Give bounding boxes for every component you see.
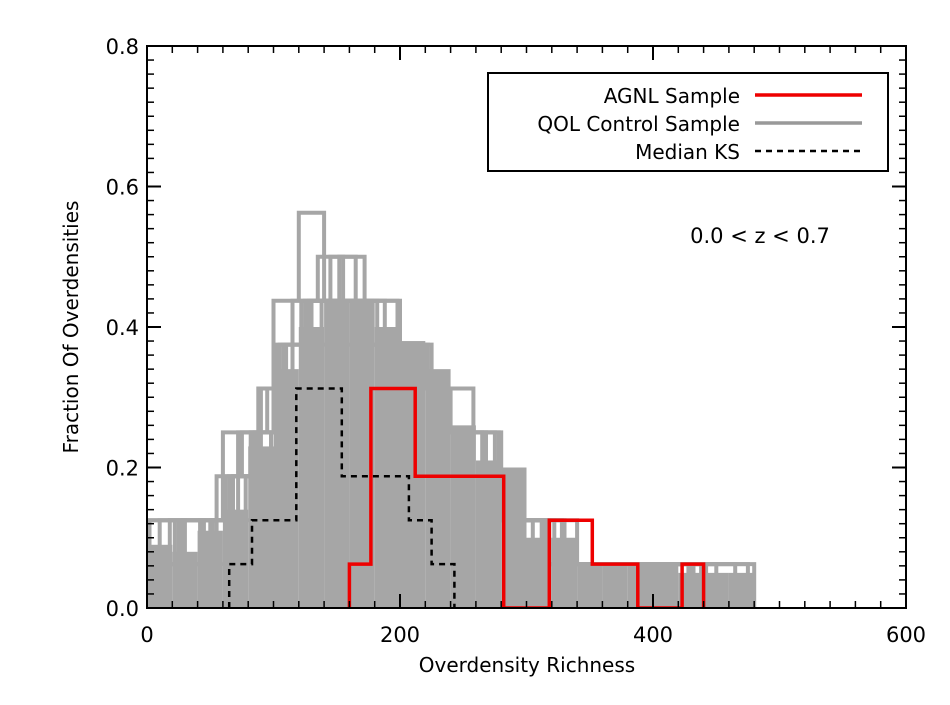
qol-fill-bar <box>602 565 628 608</box>
axes-layer: 0 200 400 600 0.0 0.2 0.4 0.6 0.8 <box>106 35 926 647</box>
qol-fill-bar <box>627 565 653 608</box>
qol-control-histograms <box>147 210 757 608</box>
legend-label-qol: QOL Control Sample <box>537 112 740 136</box>
qol-fill-bar <box>374 327 400 608</box>
legend-label-median-ks: Median KS <box>635 140 740 164</box>
qol-fill-bar <box>475 460 502 608</box>
qol-fill-bar <box>577 565 603 608</box>
qol-fill-bar <box>222 509 249 608</box>
y-axis-title: Fraction Of Overdensities <box>59 201 83 454</box>
y-tick-label: 0.6 <box>106 176 139 200</box>
x-tick-label: 400 <box>633 623 673 647</box>
qol-fill-bar <box>324 298 350 608</box>
x-tick-label: 200 <box>380 623 420 647</box>
redshift-annotation: 0.0 < z < 0.7 <box>690 224 830 248</box>
qol-fill-bar <box>728 572 755 608</box>
x-tick-label: 600 <box>886 623 926 647</box>
median-ks-histogram <box>227 387 456 608</box>
y-tick-label: 0.2 <box>106 457 139 481</box>
legend: AGNL Sample QOL Control Sample Median KS <box>487 72 889 172</box>
series-layer <box>227 386 706 608</box>
qol-histogram-outline <box>167 298 704 608</box>
y-tick-label: 0.8 <box>106 35 139 59</box>
agnl-histogram <box>347 386 706 608</box>
x-tick-label: 0 <box>140 623 153 647</box>
legend-label-agnl: AGNL Sample <box>604 84 740 108</box>
y-tick-label: 0.4 <box>106 316 139 340</box>
y-tick-label: 0.0 <box>106 597 139 621</box>
x-axis-title: Overdensity Richness <box>419 653 635 677</box>
